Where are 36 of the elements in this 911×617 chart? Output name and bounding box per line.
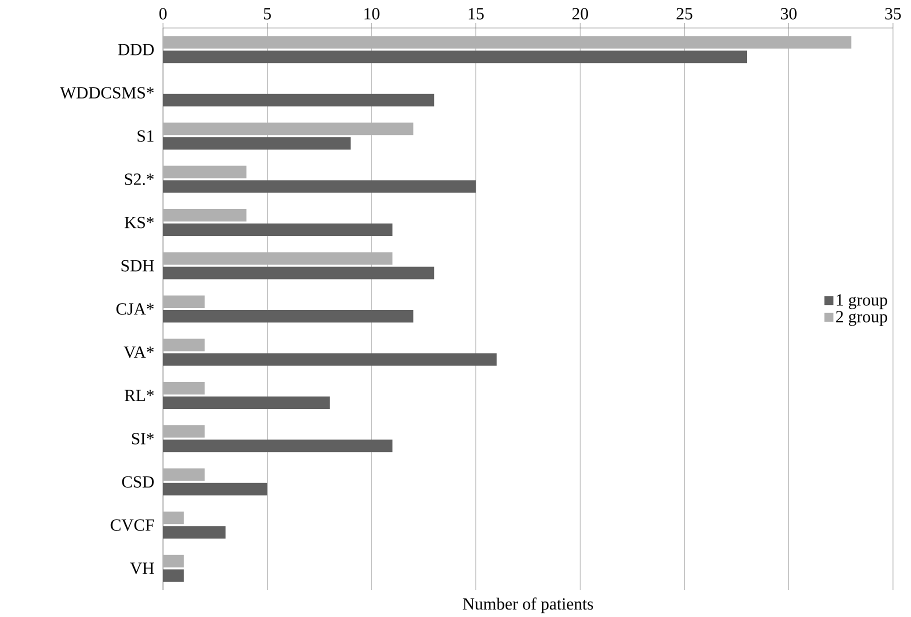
bar	[163, 122, 414, 136]
x-tick-label: 20	[572, 8, 588, 20]
y-tick-label: SDH	[122, 260, 154, 272]
bar	[163, 36, 852, 49]
y-tick-label: CVCF	[110, 519, 154, 531]
x-tick-label: 25	[676, 8, 692, 20]
y-tick-label: S2.*	[124, 174, 154, 186]
x-tick-label: 30	[781, 8, 797, 20]
bar	[163, 209, 246, 222]
x-tick-label: 35	[885, 8, 901, 20]
y-tick-label: VH	[130, 562, 154, 574]
legend-label: 2 group	[836, 310, 888, 326]
bar	[163, 295, 205, 308]
y-tick-label: CJA*	[116, 303, 154, 315]
bar	[163, 382, 205, 394]
bar	[163, 468, 205, 481]
bar	[163, 425, 205, 438]
y-tick-label: CSD	[122, 476, 154, 488]
y-tick-label: RL*	[124, 390, 154, 402]
x-tick-label: 15	[468, 8, 484, 20]
y-tick-label: DDD	[118, 44, 154, 56]
x-tick-label: 10	[364, 8, 380, 20]
bar	[163, 338, 205, 352]
y-tick-label: WDDCSMS*	[60, 87, 154, 99]
x-tick-label: 5	[264, 8, 271, 20]
bar	[163, 166, 246, 178]
y-tick-label: KS*	[124, 216, 154, 228]
legend-label: 1 group	[836, 294, 888, 310]
bar	[163, 252, 392, 265]
x-tick-label: 0	[159, 8, 167, 20]
y-tick-label: VA*	[124, 346, 154, 358]
bar	[163, 512, 184, 524]
x-axis-title: Number of patients	[462, 598, 594, 614]
bar	[163, 554, 184, 568]
y-tick-label: SI*	[132, 432, 154, 444]
y-tick-label: S1	[138, 130, 154, 142]
